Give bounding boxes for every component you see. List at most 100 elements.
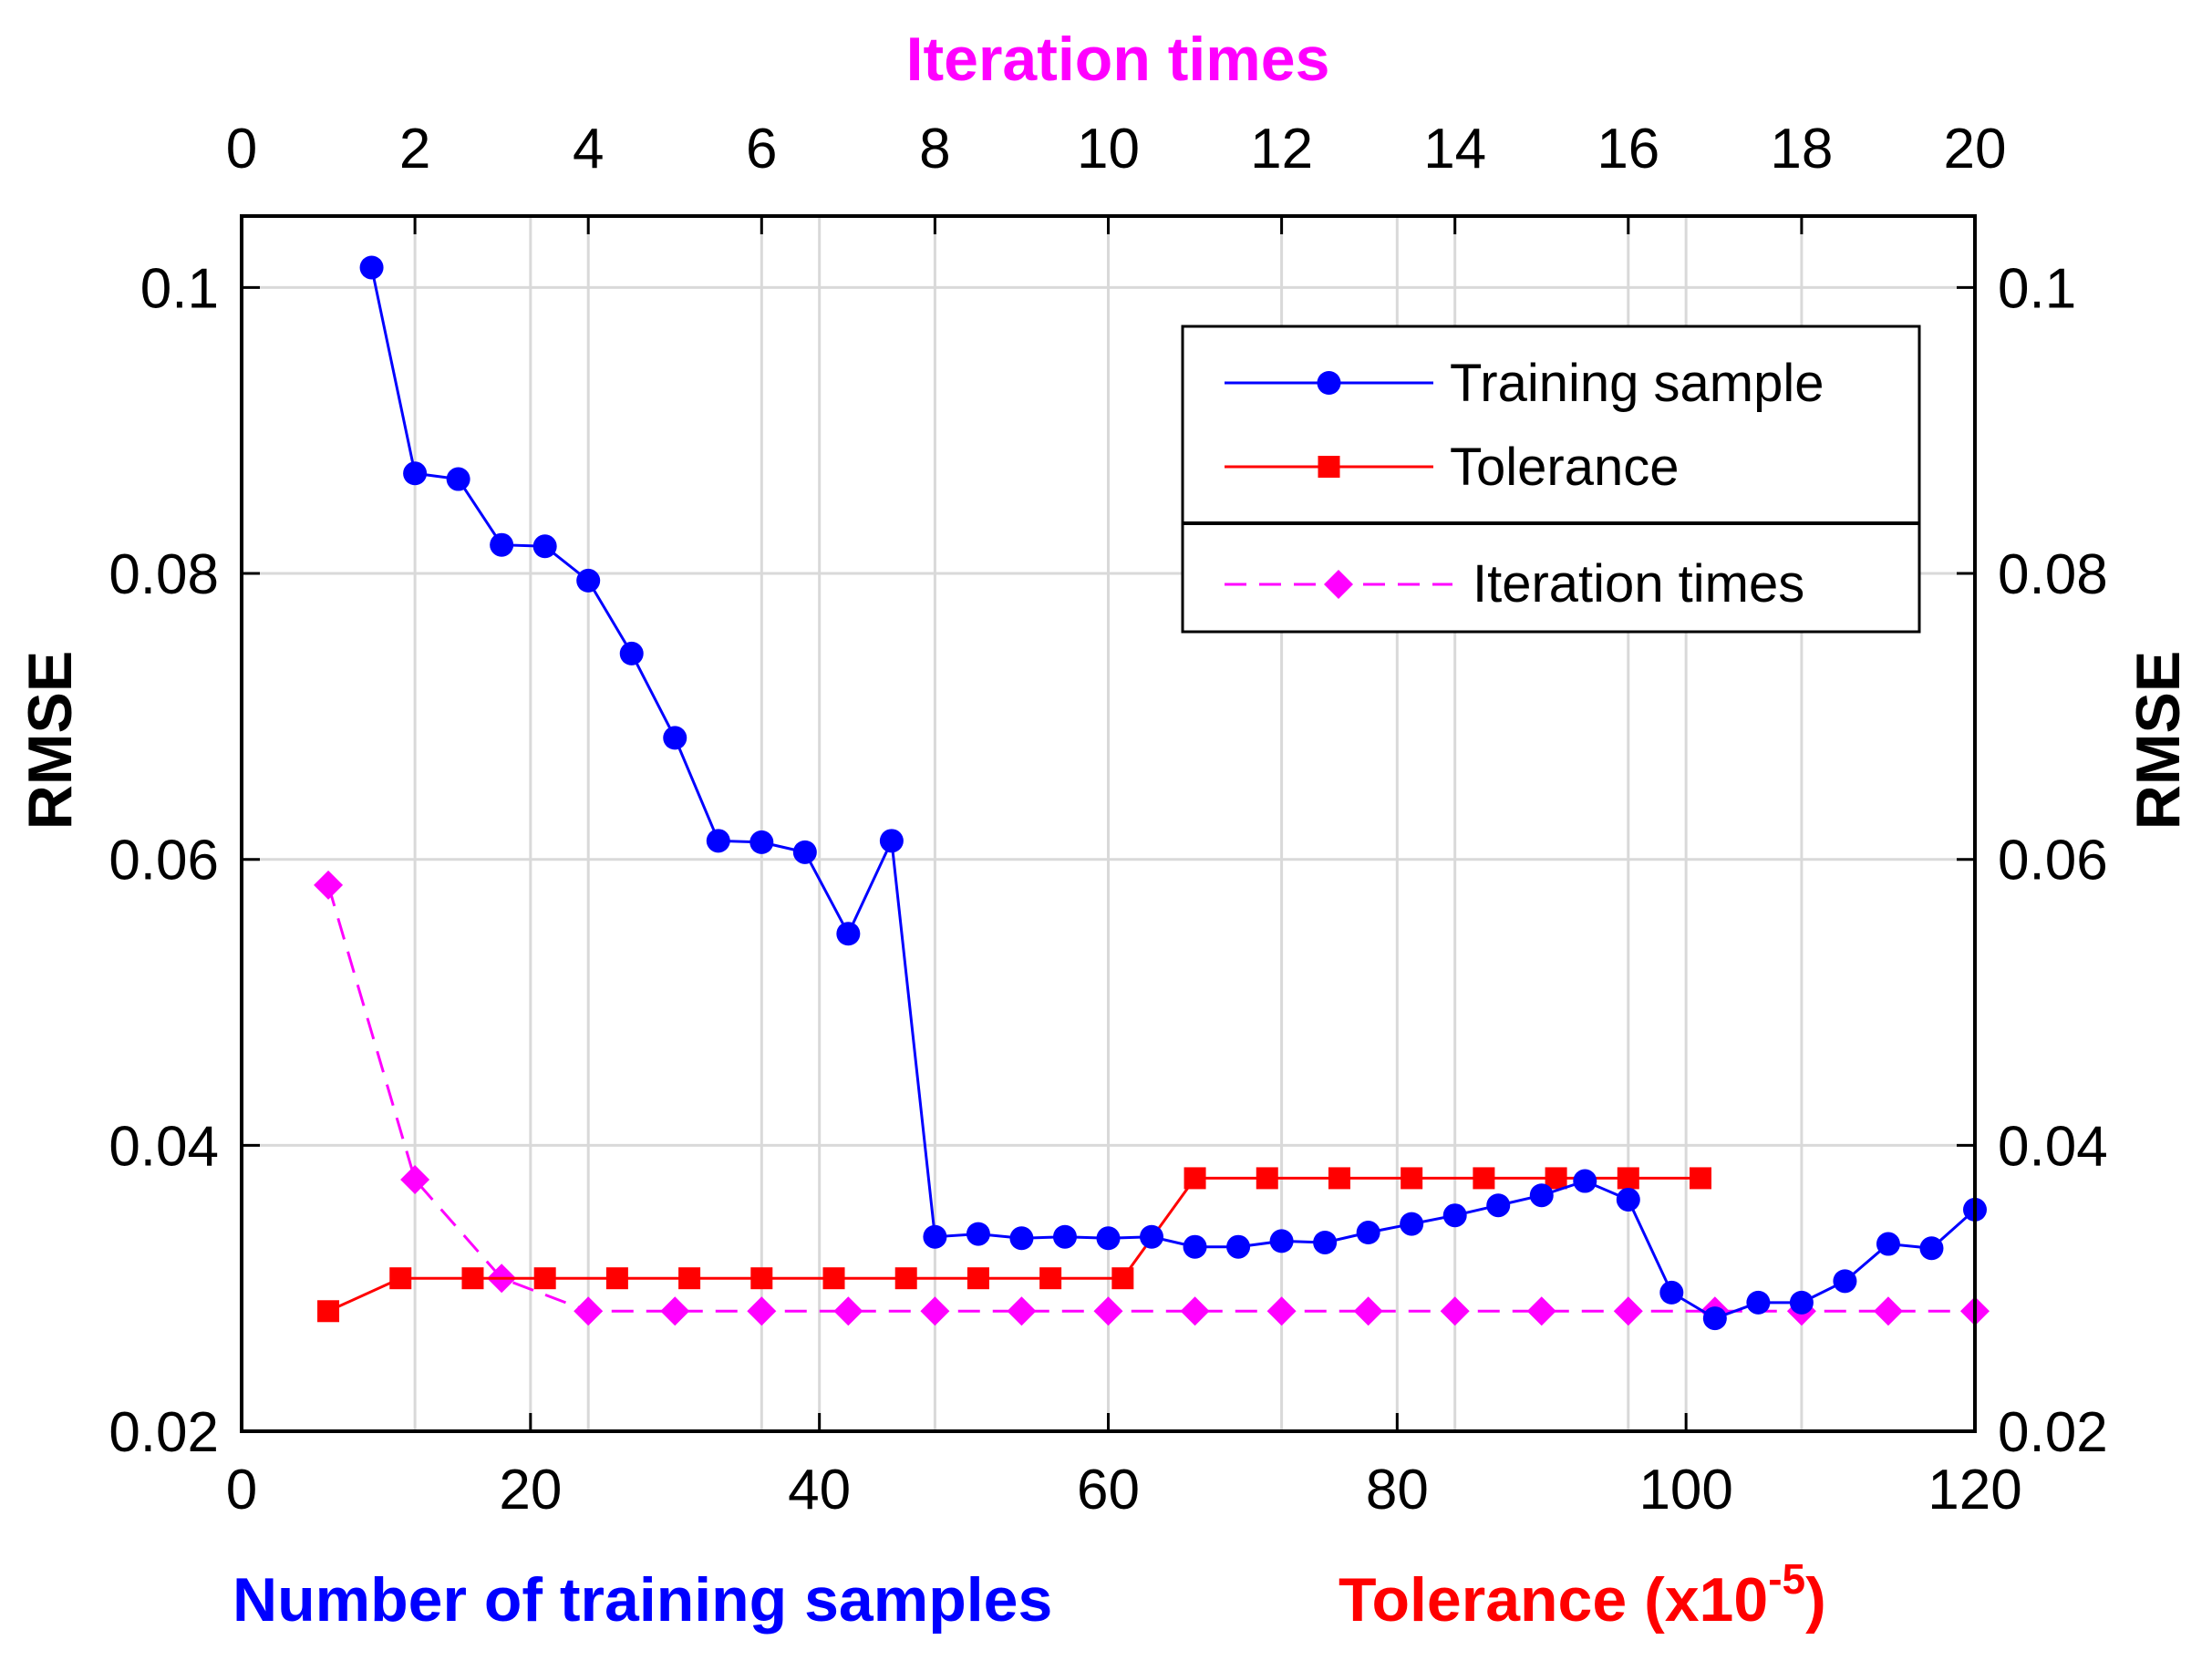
data-point-tolerance [1401,1167,1423,1190]
series-line-tolerance [327,1176,1701,1313]
data-point-training-sample [1052,1224,1077,1249]
legend-box [1181,325,1921,634]
legend-label-iteration: Iteration times [1473,554,1804,614]
data-point-iteration-times [1007,1296,1037,1326]
legend-swatch-iteration [1225,570,1452,599]
right-tick-label: 0.06 [1998,830,2108,892]
data-point-training-sample [1919,1236,1944,1261]
left-tick-label: 0.06 [109,830,219,892]
legend-swatch-tolerance [1225,456,1433,478]
data-point-training-sample [1876,1232,1900,1256]
data-point-tolerance [678,1267,701,1290]
data-point-iteration-times [1873,1296,1903,1326]
data-point-training-sample [403,461,428,486]
data-point-tolerance [1328,1167,1350,1190]
data-point-training-sample [1789,1290,1814,1315]
tolerance-label-text: Tolerance (x10 [1339,1565,1768,1635]
data-point-iteration-times [833,1296,863,1326]
legend-label-training: Training sample [1450,354,1824,413]
bottom-tick-label: 100 [1638,1459,1732,1521]
data-point-iteration-times [1613,1296,1643,1326]
data-point-training-sample [836,922,861,946]
data-point-tolerance [1111,1267,1134,1290]
data-point-training-sample [1313,1230,1338,1254]
data-point-iteration-times [1526,1296,1556,1326]
data-point-tolerance [966,1267,989,1290]
data-point-training-sample [1833,1269,1857,1294]
data-point-tolerance [389,1267,412,1290]
left-tick-label: 0.02 [109,1401,219,1464]
data-point-iteration-times [920,1296,950,1326]
data-point-training-sample [1269,1229,1294,1253]
top-tick-label: 20 [1944,118,2007,181]
data-point-training-sample [1140,1224,1164,1249]
data-point-training-sample [879,829,904,853]
data-point-training-sample [446,467,470,491]
data-point-training-sample [792,840,817,864]
data-point-iteration-times [1266,1296,1297,1326]
top-tick-label: 16 [1597,118,1659,181]
right-y-axis-label: RMSE [2124,651,2193,830]
bottom-axis-label-tolerance: Tolerance (x10-5) [1339,1555,1826,1635]
bottom-tick-label: 80 [1366,1459,1429,1521]
data-point-iteration-times [660,1296,690,1326]
top-tick-label: 0 [226,118,257,181]
right-tick-label: 0.04 [1998,1115,2108,1178]
data-point-tolerance [317,1300,340,1323]
top-axis-label: Iteration times [906,25,1330,94]
data-point-tolerance [1184,1167,1206,1190]
left-y-axis-label: RMSE [16,651,85,830]
legend-marker-training-sample [1317,371,1341,395]
data-point-training-sample [1659,1280,1684,1305]
axis-ticks: 0 20 40 60 80 100 120 0 2 4 6 8 10 12 14 16 18 20 0.02 0.02… [109,118,2107,1521]
bottom-tick-label: 120 [1928,1459,2021,1521]
data-point-training-sample [532,534,557,559]
data-point-tolerance [1039,1267,1062,1290]
data-point-tolerance [750,1267,773,1290]
bottom-axis-label-training: Number of training samples [233,1565,1052,1635]
data-point-iteration-times [314,870,344,900]
legend-label-tolerance: Tolerance [1450,438,1679,497]
data-point-iteration-times [1353,1296,1383,1326]
data-point-tolerance [822,1267,845,1290]
data-point-tolerance [1473,1167,1495,1190]
data-point-training-sample [1096,1226,1121,1251]
legend: Training sample Tolerance Iteration time… [1181,325,1921,634]
data-point-training-sample [1746,1290,1771,1315]
data-point-training-sample [1616,1187,1640,1212]
data-point-training-sample [1009,1226,1034,1251]
data-point-training-sample [576,568,601,593]
left-tick-label: 0.1 [140,257,219,320]
data-point-iteration-times [400,1164,430,1194]
data-point-tolerance [1256,1167,1278,1190]
data-point-training-sample [749,830,774,854]
bottom-tick-label: 40 [788,1459,851,1521]
legend-marker-iteration-times [1324,570,1353,599]
data-point-training-sample [1529,1183,1554,1208]
data-point-training-sample [359,255,384,280]
bottom-tick-label: 60 [1077,1459,1140,1521]
data-point-tolerance [533,1267,556,1290]
data-point-training-sample [490,532,514,557]
tolerance-label-close: ) [1805,1565,1826,1635]
top-tick-label: 10 [1077,118,1140,181]
data-point-iteration-times [574,1296,604,1326]
data-point-training-sample [966,1222,990,1246]
data-point-training-sample [1400,1212,1424,1236]
legend-marker-tolerance [1318,456,1340,478]
right-tick-label: 0.1 [1998,257,2076,320]
data-point-training-sample [663,726,687,750]
data-point-tolerance [894,1267,917,1290]
data-point-tolerance [1545,1167,1567,1190]
tolerance-label-exponent: -5 [1768,1555,1805,1603]
top-tick-label: 12 [1250,118,1313,181]
bottom-tick-label: 0 [226,1459,257,1521]
data-point-tolerance [1617,1167,1639,1190]
legend-swatch-training [1225,371,1433,395]
series-tolerance [317,1167,1712,1323]
data-point-training-sample [923,1224,947,1249]
data-point-iteration-times [1440,1296,1470,1326]
data-point-training-sample [1486,1193,1511,1218]
